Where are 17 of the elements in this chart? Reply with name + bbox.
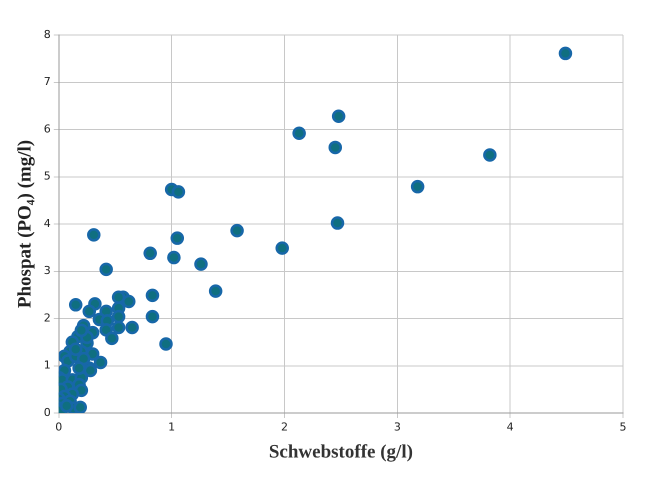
x-tick-label: 5	[620, 420, 626, 434]
x-tick-label: 1	[168, 420, 176, 434]
y-tick-label: 2	[44, 311, 51, 324]
x-axis-title: Schwebstoffe (g/l)	[268, 442, 413, 463]
y-tick-label: 4	[44, 216, 51, 230]
x-tick-label: 0	[55, 420, 62, 434]
y-tick-label: 1	[44, 358, 51, 372]
y-tick-label: 5	[44, 170, 51, 183]
x-tick-label: 4	[506, 420, 514, 434]
x-tick-label: 2	[280, 420, 288, 434]
y-tick-label: 0	[44, 406, 51, 419]
y-tick-label: 3	[44, 264, 51, 278]
y-tick-label: 6	[44, 122, 51, 136]
y-tick-label: 8	[44, 28, 51, 41]
x-tick-label: 3	[394, 420, 401, 434]
y-axis-title: Phospat (PO₄) (mg/l)	[14, 140, 36, 308]
y-tick-label: 7	[44, 75, 51, 88]
